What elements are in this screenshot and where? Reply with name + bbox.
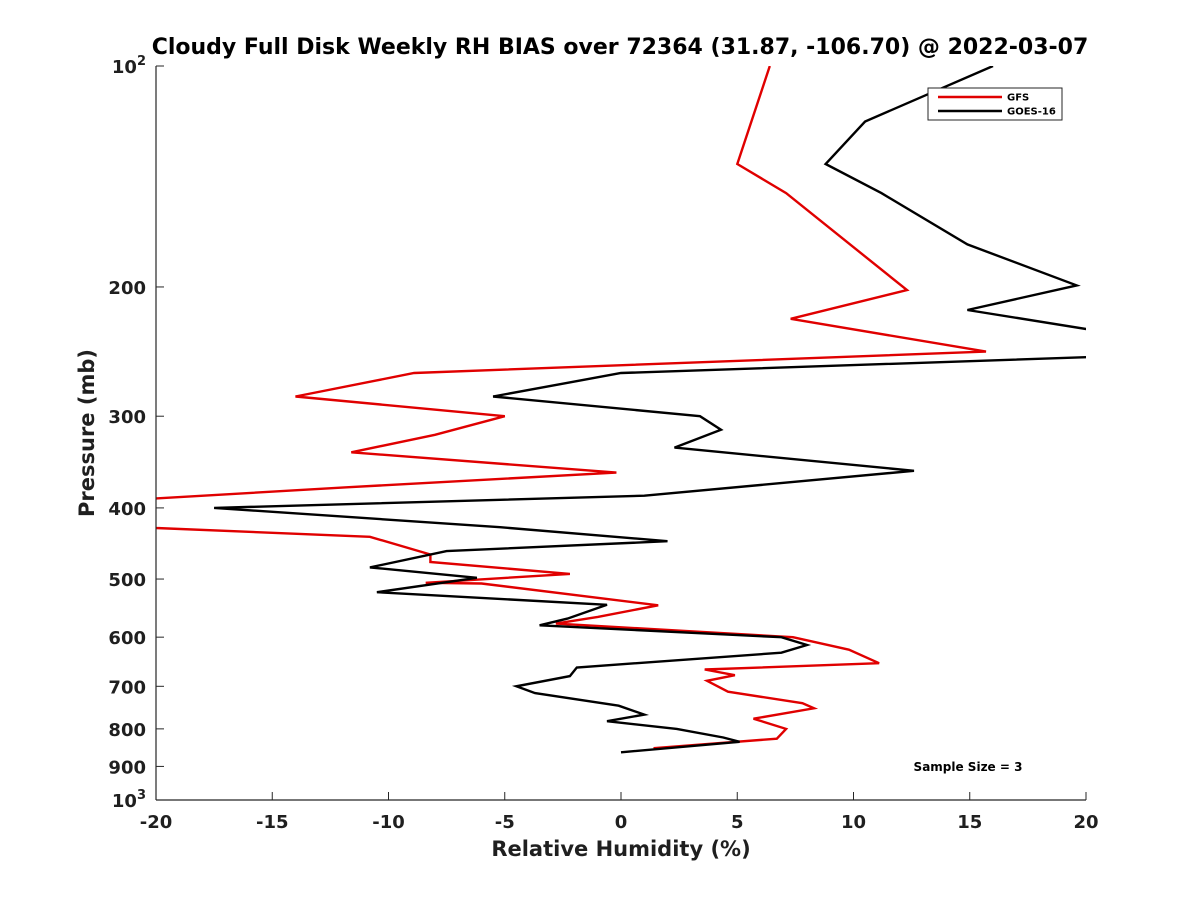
x-tick-label: -15 xyxy=(256,812,289,833)
y-tick-label: 102 xyxy=(112,54,146,78)
plot-area xyxy=(156,66,1086,800)
y-tick-label: 200 xyxy=(108,278,146,299)
x-tick-label: 10 xyxy=(841,812,866,833)
y-tick-label: 400 xyxy=(108,499,146,520)
legend: GFS GOES-16 xyxy=(927,87,1063,121)
x-tick-label: 0 xyxy=(615,812,628,833)
series-layer xyxy=(156,66,1086,754)
ticks-layer: -20 -15 -10 -5 0 5 10 15 20 102 200 300 400 500 600 700… xyxy=(108,54,1098,833)
y-axis-label: Pressure (mb) xyxy=(75,349,99,517)
y-tick-label: 700 xyxy=(108,677,146,698)
y-tick-label: 800 xyxy=(108,720,146,741)
y-tick-label: 300 xyxy=(108,407,146,428)
legend-label-goes-16: GOES-16 xyxy=(1007,107,1056,118)
x-tick-label: 15 xyxy=(957,812,982,833)
y-tick-label: 600 xyxy=(108,628,146,649)
x-tick-label: 20 xyxy=(1073,812,1098,833)
chart-title: Cloudy Full Disk Weekly RH BIAS over 723… xyxy=(152,35,1089,60)
y-tick-label: 103 xyxy=(112,788,146,812)
legend-label-gfs: GFS xyxy=(1007,93,1029,104)
x-tick-label: 5 xyxy=(731,812,744,833)
x-tick-label: -10 xyxy=(372,812,405,833)
series-line-gfs xyxy=(156,66,987,750)
legend-entries: GFS GOES-16 xyxy=(938,93,1056,118)
y-tick-label: 500 xyxy=(108,570,146,591)
x-tick-label: -5 xyxy=(495,812,515,833)
series-line-goes-16 xyxy=(214,66,1086,754)
sample-size-annotation: Sample Size = 3 xyxy=(914,760,1023,774)
x-tick-label: -20 xyxy=(140,812,173,833)
x-axis-label: Relative Humidity (%) xyxy=(491,837,750,861)
legend-box xyxy=(927,87,1063,121)
y-tick-label: 900 xyxy=(108,757,146,778)
